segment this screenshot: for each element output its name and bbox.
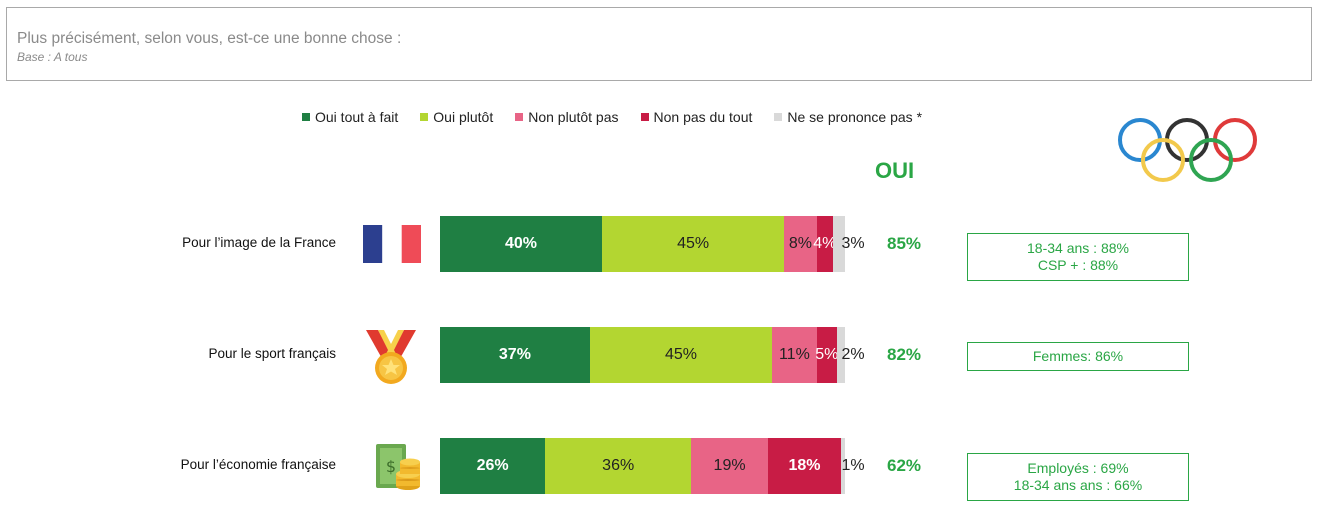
bar-segment [602,216,785,272]
olympic-rings-icon [1118,118,1257,182]
data-label: 11% [778,346,810,363]
legend-swatch [420,113,429,121]
data-label: 36% [602,457,635,474]
category-label: Pour le sport français [208,346,336,361]
data-label: 45% [677,235,710,252]
subgroup-note-line: CSP + : 88% [1037,257,1119,273]
france-flag-icon [363,225,421,268]
oui-header: OUI [875,158,915,183]
legend-item: Non pas du tout [640,109,753,125]
legend-label: Oui plutôt [433,109,494,125]
data-label: 19% [713,457,746,474]
legend-swatch [302,113,310,121]
data-label: 26% [476,457,509,474]
category-label: Pour l’image de la France [182,235,336,250]
data-label: 18% [788,457,821,474]
oui-total: 85% [887,234,922,253]
question-base: Base : A tous [17,50,88,64]
legend-item: Oui tout à fait [302,109,398,125]
legend-label: Non pas du tout [653,109,753,125]
data-label: 37% [498,346,531,363]
bar-segment [832,216,845,272]
bar-segment [691,438,769,494]
bar-segment [768,438,841,494]
data-label: 3% [841,235,865,252]
category-label: Pour l’économie française [180,457,336,472]
bar-segment [836,327,845,383]
legend-label: Ne se prononce pas * [787,109,923,125]
data-label: 1% [841,457,865,474]
legend-swatch [640,113,649,121]
chart-legend: Oui tout à fait Oui plutôt Non plutôt pas N… [302,109,944,125]
money-coins-icon: $ [374,442,424,497]
question-box: Plus précisément, selon vous, est-ce une… [6,7,1312,81]
stacked-bar: 40% 45% 8% 4% 3% [440,216,865,272]
legend-item: Non plutôt pas [515,109,619,125]
subgroup-note: Femmes: 86% [967,342,1189,371]
stacked-bar: 37% 45% 11% 5% 2% [440,327,865,383]
question-title: Plus précisément, selon vous, est-ce une… [17,30,402,47]
medal-icon [362,328,420,391]
bar-segment [440,438,546,494]
bar-segment [816,216,833,272]
bar-segment [440,327,590,383]
legend-label: Non plutôt pas [528,109,619,125]
data-label: 5% [815,346,839,363]
legend-label: Oui tout à fait [315,109,399,125]
legend-item: Ne se prononce pas * [774,109,922,125]
bar-segment [840,438,845,494]
oui-total: 82% [887,345,922,364]
bar-segment [545,438,692,494]
subgroup-note-line: 18-34 ans ans : 66% [1013,477,1143,493]
legend-item: Oui plutôt [420,109,493,125]
subgroup-note-line: Employés : 69% [1027,460,1129,476]
bar-segment [772,327,817,383]
stacked-bar: 26% 36% 19% 18% 1% [440,438,865,494]
bar-segment [816,327,837,383]
data-label: 8% [788,235,812,252]
data-label: 40% [504,235,538,252]
data-label: 4% [813,235,837,252]
legend-swatch [774,113,783,121]
bar-segment [440,216,602,272]
data-label: 2% [841,346,865,363]
svg-text:$: $ [386,457,396,476]
subgroup-note-line: 18-34 ans : 88% [1027,240,1129,256]
legend-swatch [515,113,524,121]
subgroup-note: 18-34 ans : 88% CSP + : 88% [967,233,1189,281]
bar-segment [784,216,817,272]
bar-segment [589,327,773,383]
oui-total: 62% [887,456,922,475]
subgroup-note-line: Femmes: 86% [1032,348,1124,364]
subgroup-note: Employés : 69% 18-34 ans ans : 66% [967,453,1189,501]
data-label: 45% [664,346,697,363]
